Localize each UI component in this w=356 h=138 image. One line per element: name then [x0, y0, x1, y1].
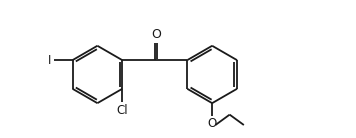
Text: I: I — [48, 54, 52, 67]
Text: O: O — [208, 117, 217, 130]
Text: Cl: Cl — [116, 104, 128, 117]
Text: O: O — [151, 28, 161, 41]
